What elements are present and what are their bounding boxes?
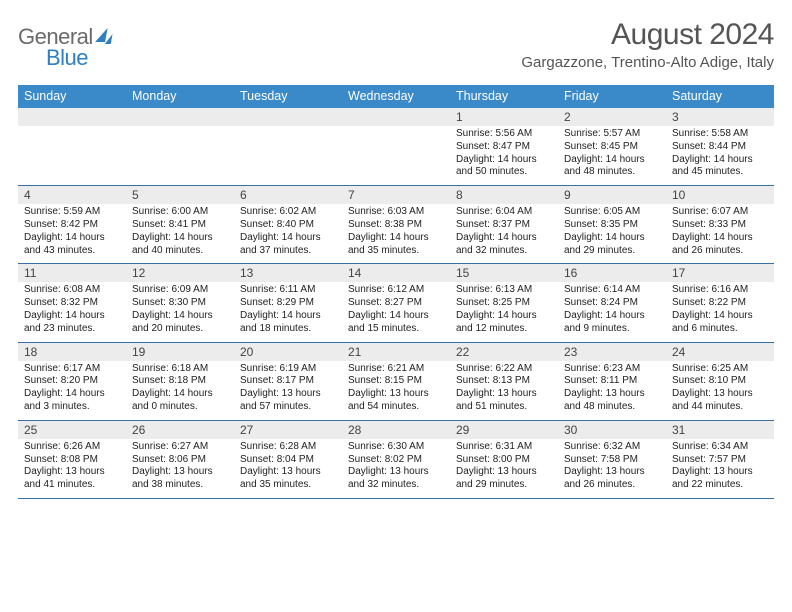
day-detail-cell: Sunrise: 6:21 AM Sunset: 8:15 PM Dayligh… bbox=[342, 361, 450, 420]
detail-row: Sunrise: 6:08 AM Sunset: 8:32 PM Dayligh… bbox=[18, 282, 774, 342]
day-detail-cell: Sunrise: 6:30 AM Sunset: 8:02 PM Dayligh… bbox=[342, 439, 450, 498]
day-number-cell bbox=[126, 108, 234, 126]
logo-sail-icon-small bbox=[105, 34, 113, 44]
day-detail-cell: Sunrise: 6:13 AM Sunset: 8:25 PM Dayligh… bbox=[450, 282, 558, 341]
day-number-cell: 5 bbox=[126, 186, 234, 204]
day-number-cell: 9 bbox=[558, 186, 666, 204]
day-number-cell: 28 bbox=[342, 421, 450, 439]
calendar-weekday-header: Sunday Monday Tuesday Wednesday Thursday… bbox=[18, 85, 774, 108]
day-number-cell bbox=[342, 108, 450, 126]
weekday-tuesday: Tuesday bbox=[234, 85, 342, 108]
day-detail-cell: Sunrise: 6:03 AM Sunset: 8:38 PM Dayligh… bbox=[342, 204, 450, 263]
day-number-cell: 29 bbox=[450, 421, 558, 439]
location-subtitle: Gargazzone, Trentino-Alto Adige, Italy bbox=[521, 54, 774, 71]
day-detail-cell: Sunrise: 6:16 AM Sunset: 8:22 PM Dayligh… bbox=[666, 282, 774, 341]
day-detail-cell: Sunrise: 6:14 AM Sunset: 8:24 PM Dayligh… bbox=[558, 282, 666, 341]
day-detail-cell: Sunrise: 6:22 AM Sunset: 8:13 PM Dayligh… bbox=[450, 361, 558, 420]
weekday-thursday: Thursday bbox=[450, 85, 558, 108]
day-number-cell: 25 bbox=[18, 421, 126, 439]
month-title: August 2024 bbox=[521, 18, 774, 52]
day-number-cell: 31 bbox=[666, 421, 774, 439]
day-detail-cell: Sunrise: 6:28 AM Sunset: 8:04 PM Dayligh… bbox=[234, 439, 342, 498]
day-detail-cell: Sunrise: 6:11 AM Sunset: 8:29 PM Dayligh… bbox=[234, 282, 342, 341]
day-number-cell: 3 bbox=[666, 108, 774, 126]
weekday-monday: Monday bbox=[126, 85, 234, 108]
daynum-row: 18192021222324 bbox=[18, 343, 774, 361]
weekday-sunday: Sunday bbox=[18, 85, 126, 108]
day-number-cell bbox=[18, 108, 126, 126]
day-detail-cell: Sunrise: 6:18 AM Sunset: 8:18 PM Dayligh… bbox=[126, 361, 234, 420]
day-number-cell: 8 bbox=[450, 186, 558, 204]
day-number-cell: 20 bbox=[234, 343, 342, 361]
title-block: August 2024 Gargazzone, Trentino-Alto Ad… bbox=[521, 18, 774, 71]
day-detail-cell: Sunrise: 6:04 AM Sunset: 8:37 PM Dayligh… bbox=[450, 204, 558, 263]
calendar-page: General August 2024 Gargazzone, Trentino… bbox=[0, 0, 792, 509]
weekday-wednesday: Wednesday bbox=[342, 85, 450, 108]
day-detail-cell: Sunrise: 6:32 AM Sunset: 7:58 PM Dayligh… bbox=[558, 439, 666, 498]
day-detail-cell: Sunrise: 6:05 AM Sunset: 8:35 PM Dayligh… bbox=[558, 204, 666, 263]
day-detail-cell: Sunrise: 5:59 AM Sunset: 8:42 PM Dayligh… bbox=[18, 204, 126, 263]
day-detail-cell: Sunrise: 6:09 AM Sunset: 8:30 PM Dayligh… bbox=[126, 282, 234, 341]
day-detail-cell: Sunrise: 6:26 AM Sunset: 8:08 PM Dayligh… bbox=[18, 439, 126, 498]
day-detail-cell: Sunrise: 6:27 AM Sunset: 8:06 PM Dayligh… bbox=[126, 439, 234, 498]
day-detail-cell: Sunrise: 5:57 AM Sunset: 8:45 PM Dayligh… bbox=[558, 126, 666, 185]
day-detail-cell: Sunrise: 6:12 AM Sunset: 8:27 PM Dayligh… bbox=[342, 282, 450, 341]
day-number-cell: 21 bbox=[342, 343, 450, 361]
detail-row: Sunrise: 5:56 AM Sunset: 8:47 PM Dayligh… bbox=[18, 126, 774, 186]
day-detail-cell bbox=[342, 126, 450, 185]
calendar-body: 123Sunrise: 5:56 AM Sunset: 8:47 PM Dayl… bbox=[18, 108, 774, 499]
day-detail-cell: Sunrise: 5:56 AM Sunset: 8:47 PM Dayligh… bbox=[450, 126, 558, 185]
day-number-cell: 2 bbox=[558, 108, 666, 126]
detail-row: Sunrise: 6:26 AM Sunset: 8:08 PM Dayligh… bbox=[18, 439, 774, 499]
day-number-cell: 13 bbox=[234, 264, 342, 282]
day-number-cell: 24 bbox=[666, 343, 774, 361]
detail-row: Sunrise: 6:17 AM Sunset: 8:20 PM Dayligh… bbox=[18, 361, 774, 421]
day-detail-cell: Sunrise: 5:58 AM Sunset: 8:44 PM Dayligh… bbox=[666, 126, 774, 185]
day-number-cell: 26 bbox=[126, 421, 234, 439]
day-detail-cell: Sunrise: 6:07 AM Sunset: 8:33 PM Dayligh… bbox=[666, 204, 774, 263]
day-number-cell: 7 bbox=[342, 186, 450, 204]
day-detail-cell: Sunrise: 6:31 AM Sunset: 8:00 PM Dayligh… bbox=[450, 439, 558, 498]
day-number-cell: 14 bbox=[342, 264, 450, 282]
day-detail-cell: Sunrise: 6:34 AM Sunset: 7:57 PM Dayligh… bbox=[666, 439, 774, 498]
day-number-cell: 6 bbox=[234, 186, 342, 204]
day-number-cell: 30 bbox=[558, 421, 666, 439]
day-number-cell: 18 bbox=[18, 343, 126, 361]
day-number-cell: 4 bbox=[18, 186, 126, 204]
daynum-row: 123 bbox=[18, 108, 774, 126]
day-number-cell: 23 bbox=[558, 343, 666, 361]
day-detail-cell: Sunrise: 6:25 AM Sunset: 8:10 PM Dayligh… bbox=[666, 361, 774, 420]
day-detail-cell: Sunrise: 6:23 AM Sunset: 8:11 PM Dayligh… bbox=[558, 361, 666, 420]
day-detail-cell: Sunrise: 6:17 AM Sunset: 8:20 PM Dayligh… bbox=[18, 361, 126, 420]
day-number-cell: 11 bbox=[18, 264, 126, 282]
day-detail-cell bbox=[234, 126, 342, 185]
daynum-row: 45678910 bbox=[18, 186, 774, 204]
weekday-saturday: Saturday bbox=[666, 85, 774, 108]
day-number-cell bbox=[234, 108, 342, 126]
day-detail-cell: Sunrise: 6:08 AM Sunset: 8:32 PM Dayligh… bbox=[18, 282, 126, 341]
day-detail-cell: Sunrise: 6:02 AM Sunset: 8:40 PM Dayligh… bbox=[234, 204, 342, 263]
logo-text-2: Blue bbox=[46, 45, 88, 70]
daynum-row: 11121314151617 bbox=[18, 264, 774, 282]
day-number-cell: 16 bbox=[558, 264, 666, 282]
detail-row: Sunrise: 5:59 AM Sunset: 8:42 PM Dayligh… bbox=[18, 204, 774, 264]
day-number-cell: 22 bbox=[450, 343, 558, 361]
weekday-friday: Friday bbox=[558, 85, 666, 108]
day-detail-cell: Sunrise: 6:19 AM Sunset: 8:17 PM Dayligh… bbox=[234, 361, 342, 420]
day-number-cell: 15 bbox=[450, 264, 558, 282]
day-detail-cell bbox=[18, 126, 126, 185]
day-detail-cell bbox=[126, 126, 234, 185]
day-number-cell: 12 bbox=[126, 264, 234, 282]
day-number-cell: 10 bbox=[666, 186, 774, 204]
day-number-cell: 1 bbox=[450, 108, 558, 126]
daynum-row: 25262728293031 bbox=[18, 421, 774, 439]
day-number-cell: 27 bbox=[234, 421, 342, 439]
day-detail-cell: Sunrise: 6:00 AM Sunset: 8:41 PM Dayligh… bbox=[126, 204, 234, 263]
day-number-cell: 19 bbox=[126, 343, 234, 361]
day-number-cell: 17 bbox=[666, 264, 774, 282]
